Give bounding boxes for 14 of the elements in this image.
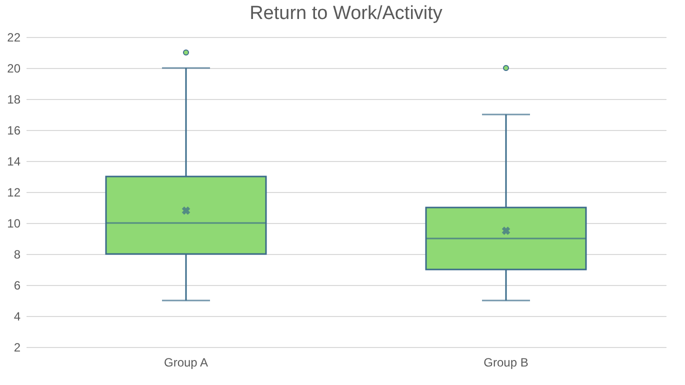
y-tick-label: 14 (7, 154, 21, 168)
x-tick-label: Group A (164, 356, 208, 370)
y-tick-label: 6 (14, 278, 21, 292)
y-tick-label: 2 (14, 340, 21, 354)
x-tick-label: Group B (484, 356, 528, 370)
y-tick-label: 18 (7, 92, 21, 106)
chart-title: Return to Work/Activity (250, 3, 443, 24)
y-tick-label: 16 (7, 124, 21, 138)
y-tick-label: 22 (7, 30, 21, 44)
y-tick-label: 20 (7, 62, 21, 76)
y-tick-label: 10 (7, 216, 21, 230)
y-tick-label: 8 (14, 248, 21, 262)
y-tick-label: 12 (7, 186, 21, 200)
y-tick-label: 4 (14, 310, 21, 324)
